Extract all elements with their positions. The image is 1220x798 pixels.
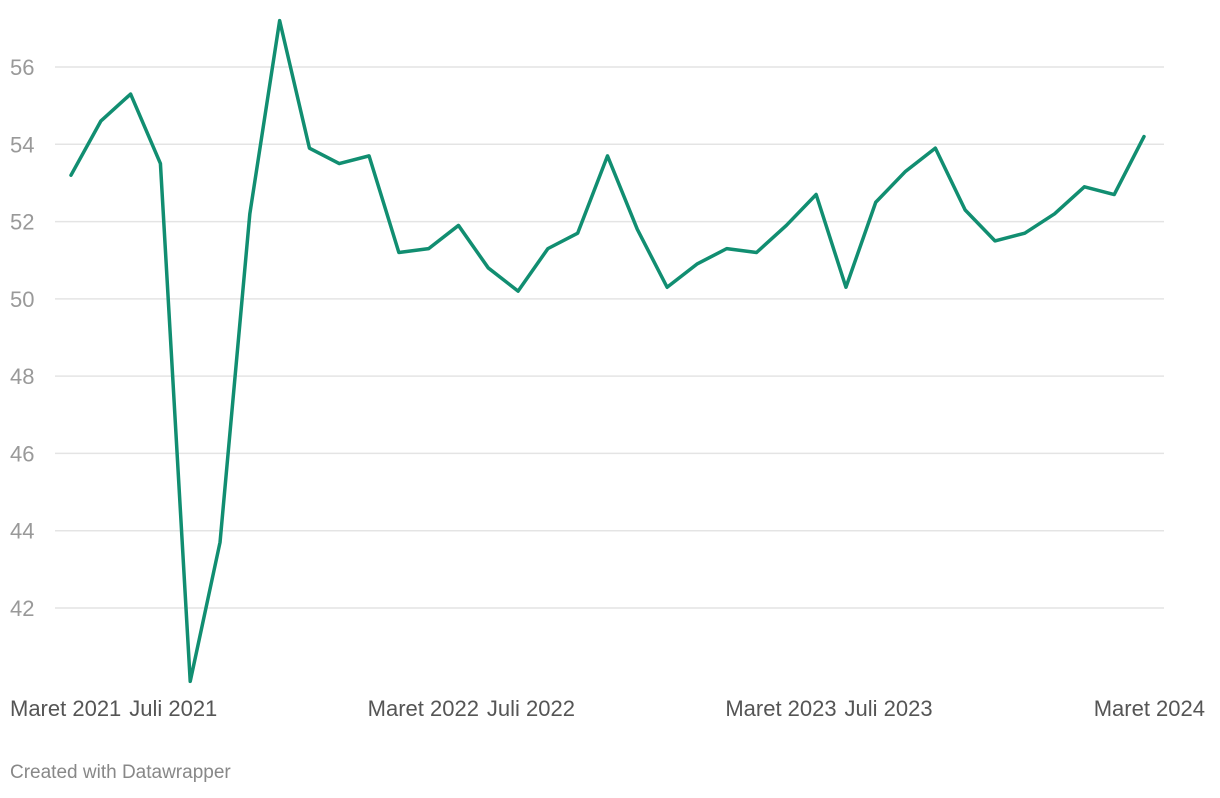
- y-tick-label: 52: [10, 210, 34, 235]
- x-tick-label: Maret 2024: [1094, 696, 1205, 721]
- series-layer: [69, 18, 1146, 684]
- y-tick-label: 54: [10, 132, 34, 157]
- x-tick-label: Maret 2022: [368, 696, 479, 721]
- y-tick-label: 46: [10, 441, 34, 466]
- y-tick-label: 50: [10, 287, 34, 312]
- x-axis-tick-labels: Maret 2021 Juli 2021 Maret 2022 Juli 2022 Ma…: [10, 696, 1205, 721]
- y-axis-tick-labels: 42 44 46 48 50 52 54 56: [10, 55, 34, 621]
- footer-credit: Created with Datawrapper: [10, 762, 231, 783]
- x-tick-label: Juli 2023: [845, 696, 933, 721]
- x-tick-label: Maret 2021: [10, 696, 121, 721]
- x-tick-label: Juli 2022: [487, 696, 575, 721]
- y-tick-label: 48: [10, 364, 34, 389]
- series-line-0: [69, 18, 1146, 684]
- y-tick-label: 44: [10, 519, 34, 544]
- y-tick-label: 42: [10, 596, 34, 621]
- x-tick-label: Maret 2023: [725, 696, 836, 721]
- x-tick-label: Juli 2021: [129, 696, 217, 721]
- gridlines: [55, 66, 1164, 609]
- y-tick-label: 56: [10, 55, 34, 80]
